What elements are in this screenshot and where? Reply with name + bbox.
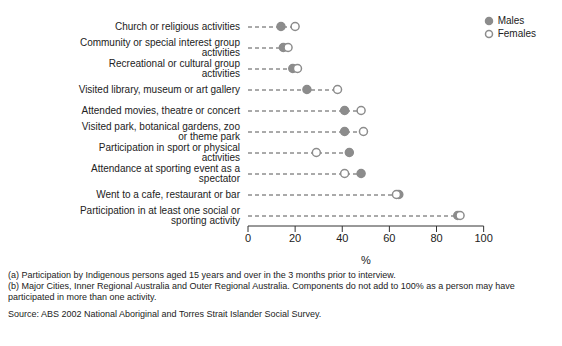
svg-text:Participation in at least one: Participation in at least one social ors…: [80, 205, 241, 226]
html-text:(b) Major Cities, Inner Region: (b) Major Cities, Inner Regional Austral…: [8, 281, 515, 302]
html-text:Males: Males: [497, 15, 525, 26]
svg-text:40: 40: [336, 232, 348, 244]
svg-text:60: 60: [383, 232, 395, 244]
svg-text:100: 100: [474, 232, 492, 244]
svg-text:Church or religious activities: Church or religious activities: [115, 21, 240, 32]
html-text:Source: ABS 2002 National Abor: Source: ABS 2002 National Aboriginal and…: [8, 309, 322, 319]
html-text:Females: Females: [497, 28, 536, 39]
svg-text:Visited park, botanical garden: Visited park, botanical gardens, zooor t…: [82, 121, 241, 142]
svg-text:Community or special interest: Community or special interest groupactiv…: [80, 37, 241, 58]
svg-text:Attended movies, theatre or co: Attended movies, theatre or concert: [82, 105, 241, 116]
svg-text:Went to a cafe, restaurant or: Went to a cafe, restaurant or bar: [96, 189, 240, 200]
svg-text:%: %: [361, 254, 371, 266]
svg-text:Attendance at sporting event a: Attendance at sporting event as aspectat…: [91, 163, 241, 184]
svg-text:0: 0: [245, 232, 251, 244]
svg-text:20: 20: [289, 232, 301, 244]
html-text:(a) Participation by Indigenou: (a) Participation by Indigenous persons …: [8, 270, 396, 280]
svg-text:Visited library, museum or art: Visited library, museum or art gallery: [79, 84, 240, 95]
svg-text:Participation in sport or phys: Participation in sport or physicalactivi…: [99, 142, 240, 163]
svg-text:Recreational or cultural group: Recreational or cultural groupactivities: [109, 58, 241, 79]
svg-text:80: 80: [430, 232, 442, 244]
